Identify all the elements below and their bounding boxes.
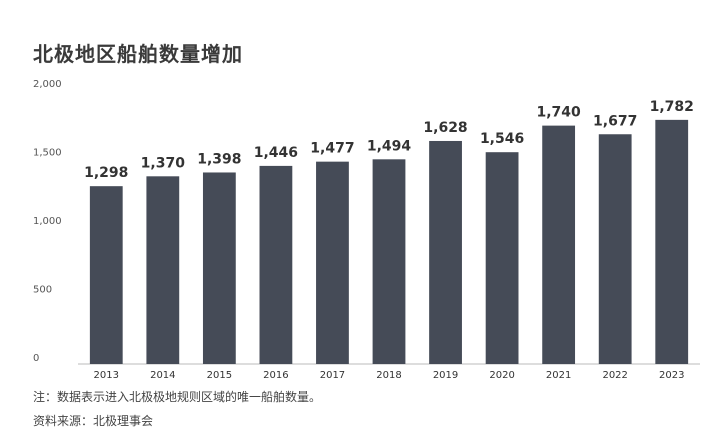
data-label-2019: 1,628 — [423, 120, 467, 136]
x-tick-label-2023: 2023 — [659, 370, 684, 380]
data-label-2017: 1,477 — [310, 141, 354, 157]
bar-2022 — [598, 134, 632, 364]
y-tick-label: 2,000 — [33, 79, 62, 90]
x-tick-label-2022: 2022 — [602, 370, 627, 380]
x-tick-label-2019: 2019 — [433, 370, 458, 380]
data-label-2020: 1,546 — [480, 131, 524, 147]
data-label-2023: 1,782 — [650, 99, 694, 115]
y-tick-label: 1,500 — [33, 148, 62, 159]
x-tick-label-2014: 2014 — [150, 370, 175, 380]
data-label-2014: 1,370 — [141, 155, 186, 171]
bar-2020 — [485, 152, 519, 364]
data-label-2021: 1,740 — [536, 105, 581, 121]
x-tick-label-2016: 2016 — [263, 370, 288, 380]
chart-source: 资料来源：北极理事会 — [33, 414, 154, 428]
x-tick-label-2018: 2018 — [376, 370, 401, 380]
x-tick-label-2021: 2021 — [546, 370, 571, 380]
bar-2016 — [259, 165, 293, 364]
bar-2013 — [89, 186, 123, 364]
y-tick-label: 500 — [33, 285, 52, 296]
x-tick-label-2013: 2013 — [94, 370, 119, 380]
bar-2015 — [202, 172, 236, 364]
bar-2014 — [146, 176, 180, 364]
x-tick-label-2015: 2015 — [207, 370, 232, 380]
data-label-2022: 1,677 — [593, 113, 637, 129]
x-tick-label-2017: 2017 — [320, 370, 345, 380]
bar-2023 — [655, 119, 689, 364]
data-label-2016: 1,446 — [254, 145, 298, 161]
data-label-2018: 1,494 — [367, 138, 412, 154]
y-tick-label: 0 — [33, 353, 39, 364]
data-label-2015: 1,398 — [197, 151, 241, 167]
bar-2019 — [429, 140, 462, 364]
data-label-2013: 1,298 — [84, 165, 128, 181]
bar-2017 — [316, 161, 349, 364]
bar-2021 — [542, 125, 576, 365]
x-tick-label-2020: 2020 — [489, 370, 514, 380]
bar-2018 — [372, 159, 406, 364]
chart-title: 北极地区船舶数量增加 — [33, 42, 243, 66]
y-tick-label: 1,000 — [33, 216, 62, 227]
bar-chart: 0 500 1,000 1,500 2,000 1,298 2013 1,370 2014 1,3… — [33, 79, 700, 380]
chart-note: 注：数据表示进入北极极地规则区域的唯一船舶数量。 — [33, 390, 322, 404]
